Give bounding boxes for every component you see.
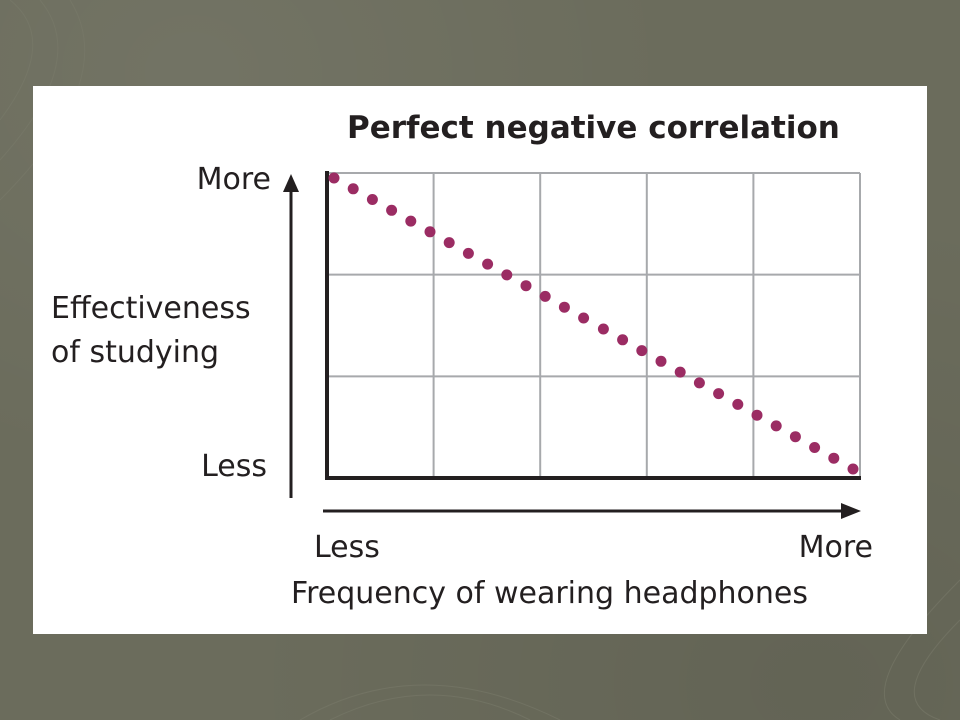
y-axis-label-line-2: of studying: [51, 335, 219, 370]
data-point: [578, 312, 590, 324]
y-tick-label-less: Less: [201, 449, 267, 484]
data-point: [520, 280, 532, 292]
y-tick-label-more: More: [197, 162, 271, 197]
x-axis-arrowhead: [841, 503, 861, 519]
chart-grid: [327, 172, 861, 478]
data-point: [386, 204, 398, 216]
data-point: [597, 323, 609, 335]
data-point: [732, 398, 744, 410]
data-point: [828, 452, 840, 464]
data-point: [674, 366, 686, 378]
chart-panel: Perfect negative correlation More Less E…: [33, 86, 927, 634]
x-tick-label-more: More: [799, 530, 873, 565]
y-axis-arrowhead: [283, 174, 299, 192]
y-axis-label-line-1: Effectiveness: [51, 291, 251, 326]
data-point: [366, 194, 378, 205]
data-point: [539, 290, 551, 302]
data-point: [347, 183, 359, 195]
data-point: [770, 420, 782, 432]
scatter-chart: Perfect negative correlation More Less E…: [51, 110, 873, 611]
data-point: [405, 215, 417, 227]
data-point: [655, 355, 667, 367]
data-point: [847, 463, 859, 475]
data-point: [424, 226, 436, 238]
chart-axes: [283, 171, 861, 519]
data-point: [751, 409, 763, 421]
data-points: [328, 172, 859, 475]
data-point: [809, 442, 821, 453]
data-point: [789, 431, 801, 443]
data-point: [558, 301, 570, 313]
data-point: [501, 269, 513, 281]
data-point: [693, 377, 705, 389]
chart-title: Perfect negative correlation: [347, 110, 840, 146]
data-point: [636, 345, 648, 357]
data-point: [617, 334, 629, 346]
x-axis-label: Frequency of wearing headphones: [291, 576, 808, 611]
data-point: [328, 172, 340, 184]
data-point: [443, 237, 455, 249]
x-tick-label-less: Less: [314, 530, 380, 565]
data-point: [482, 258, 494, 270]
data-point: [462, 247, 474, 259]
data-point: [713, 388, 725, 400]
